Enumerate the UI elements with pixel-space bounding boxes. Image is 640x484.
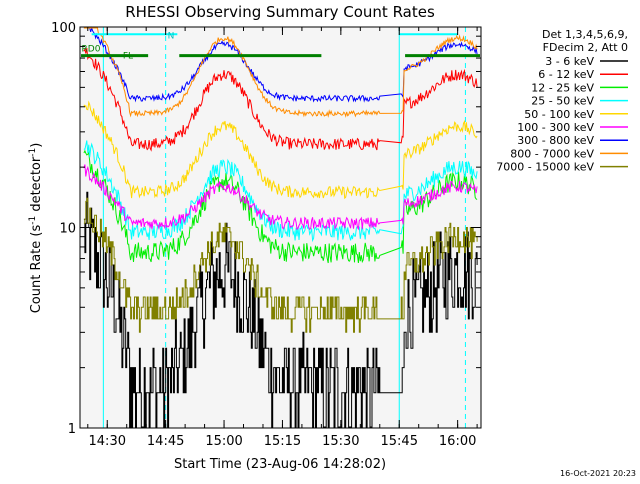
y-axis-label-sup-1: -1 xyxy=(28,216,38,225)
series-8 xyxy=(83,27,478,118)
series-1 xyxy=(83,191,478,428)
series-5 xyxy=(83,100,478,200)
legend-item-2-label: 6 - 12 keV xyxy=(538,68,594,81)
legend-item-9-label: 7000 - 15000 keV xyxy=(496,161,594,174)
series-line-3 xyxy=(83,149,478,264)
legend-header-line-1: Det 1,3,4,5,6,9, xyxy=(542,28,628,41)
generation-timestamp: 16-Oct-2021 20:23 xyxy=(560,469,636,478)
chart-title: RHESSI Observing Summary Count Rates xyxy=(125,3,435,21)
series-line-2 xyxy=(83,47,478,152)
series-2 xyxy=(83,47,478,152)
series-line-6 xyxy=(83,164,478,231)
series-3 xyxy=(83,149,478,264)
y-tick-label: 1 xyxy=(68,422,76,437)
series-line-4 xyxy=(83,140,478,243)
y-axis-label-prefix: Count Rate (s xyxy=(29,225,44,314)
series-line-8 xyxy=(83,27,478,118)
x-tick-label: 16:00 xyxy=(439,434,476,449)
legend: Det 1,3,4,5,6,9, FDecim 2, Att 0 3 - 6 k… xyxy=(496,28,628,174)
x-axis-label: Start Time (23-Aug-06 14:28:02) xyxy=(174,457,386,472)
x-tick-label: 14:45 xyxy=(147,434,184,449)
x-tick-label: 15:15 xyxy=(264,434,301,449)
y-axis-label-mid: detector xyxy=(29,156,44,216)
flag-bars: RD0 N FL xyxy=(81,31,480,62)
series-line-5 xyxy=(83,100,478,200)
series-line-9 xyxy=(83,197,478,333)
legend-item-8-label: 800 - 7000 keV xyxy=(510,147,594,160)
x-tick-label: 15:30 xyxy=(322,434,359,449)
flag-label-n: N xyxy=(168,31,175,41)
series-line-1 xyxy=(83,191,478,428)
flag-label-fl: FL xyxy=(123,52,133,62)
legend-item-3-label: 12 - 25 keV xyxy=(531,81,594,94)
flag-label-rd0: RD0 xyxy=(82,45,101,55)
x-tick-label: 15:00 xyxy=(205,434,242,449)
series-6 xyxy=(83,164,478,231)
legend-item-7-label: 300 - 800 keV xyxy=(517,134,594,147)
legend-header-line-2: FDecim 2, Att 0 xyxy=(543,41,628,54)
y-axis-ticks: 1 10 100 xyxy=(51,21,481,437)
legend-item-6-label: 100 - 300 keV xyxy=(517,121,594,134)
x-tick-label: 14:30 xyxy=(89,434,126,449)
y-tick-label: 10 xyxy=(59,222,76,237)
series-group xyxy=(83,26,478,428)
legend-item-4-label: 25 - 50 keV xyxy=(531,95,594,108)
legend-item-5-label: 50 - 100 keV xyxy=(524,108,594,121)
y-tick-label: 100 xyxy=(51,21,76,36)
x-tick-label: 15:45 xyxy=(381,434,418,449)
y-axis-label-suffix: ) xyxy=(29,143,44,148)
y-axis-label-sup-2: -1 xyxy=(28,148,38,157)
series-9 xyxy=(83,197,478,333)
x-axis-ticks: 14:30 14:45 15:00 15:15 15:30 15:45 16:00 xyxy=(87,27,478,449)
y-axis-label: Count Rate (s-1 detector-1) xyxy=(28,143,44,314)
series-4 xyxy=(83,140,478,243)
legend-item-1-label: 3 - 6 keV xyxy=(545,55,594,68)
